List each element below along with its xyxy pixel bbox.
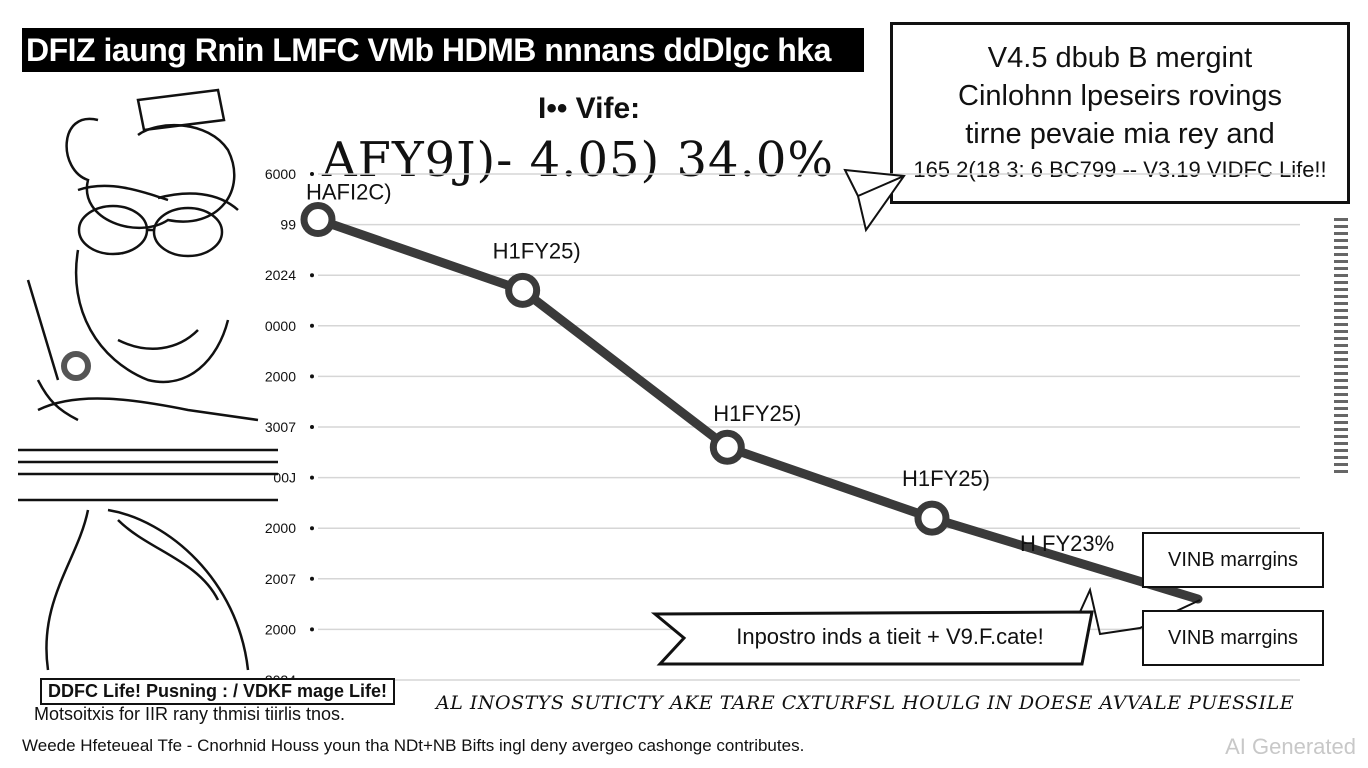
y-tick-dot <box>310 323 314 328</box>
data-label: H1FY25) <box>713 401 801 426</box>
y-tick-dot <box>310 425 314 429</box>
bottom-strip-text: AL INOSTYS SUTICTY AKE TARE CXTURFSL HOU… <box>436 692 1295 714</box>
caption-box: DDFC Life! Pusning : / VDKF mage Life! <box>40 678 396 705</box>
data-label: HAFI2C) <box>306 180 392 205</box>
data-point <box>914 500 950 536</box>
chart-title: DFIZ iaung Rnin LMFC VMb HDMB nnnans ddD… <box>22 28 864 72</box>
y-tick-label: 3007 <box>265 419 296 435</box>
chart-subtitle: I•• Vife: <box>538 92 641 125</box>
y-tick-dot <box>310 576 314 581</box>
y-tick-dot <box>310 526 314 531</box>
data-label: H1FY25) <box>902 466 990 491</box>
data-label: H FY23% <box>1020 531 1114 556</box>
banner-arrow-shape <box>650 610 1094 666</box>
data-point <box>709 429 745 465</box>
y-tick-label: 2024 <box>265 267 296 283</box>
paper-plane-icon <box>843 168 906 233</box>
margin-label-box-2: VINB marrgins <box>1142 610 1324 666</box>
banner-text: Inpostro inds a tieit + V9.F.cate! <box>736 624 1044 649</box>
y-tick-label: 99 <box>280 217 296 233</box>
callout-line-1: V4.5 dbub B mergint <box>987 42 1253 74</box>
y-tick-label: 0000 <box>265 318 296 334</box>
y-tick-dot <box>310 374 314 379</box>
y-tick-dot <box>310 273 314 278</box>
margin-label-box-1: VINB marrgins <box>1142 532 1324 588</box>
caption-subtext: Motsoitxis for IIR rany thmisi tiirlis t… <box>34 704 346 724</box>
callout-line-3: tirne pevaie mia rey and <box>965 118 1275 150</box>
data-label: H1FY25) <box>493 238 581 263</box>
data-point <box>505 272 541 308</box>
y-tick-label: 2000 <box>265 368 296 384</box>
side-dotted-strip <box>1334 218 1348 474</box>
callout-line-4: 165 2(18 3: 6 BC799 -- V3.19 VIDFC Life!… <box>913 157 1327 182</box>
data-point <box>300 202 336 238</box>
formula-text: AFY9J)- 4.05) 34.0% <box>322 132 834 188</box>
y-tick-label: 2007 <box>265 571 296 587</box>
y-tick-label: 2000 <box>265 520 296 536</box>
callout-line-2: Cinlohnn lpeseirs rovings <box>958 80 1282 112</box>
y-tick-label: 2000 <box>265 621 296 637</box>
sketched-figure-illustration <box>18 88 278 671</box>
y-tick-dot <box>310 627 314 632</box>
footer-text: Weede Hfeteueal Tfe - Cnorhnid Houss you… <box>22 736 805 755</box>
y-tick-label: 00J <box>273 470 296 486</box>
y-tick-dot <box>310 172 314 176</box>
y-tick-dot <box>310 475 314 480</box>
y-tick-label: 6000 <box>265 166 296 182</box>
ai-generated-watermark: AI Generated <box>1225 734 1356 759</box>
